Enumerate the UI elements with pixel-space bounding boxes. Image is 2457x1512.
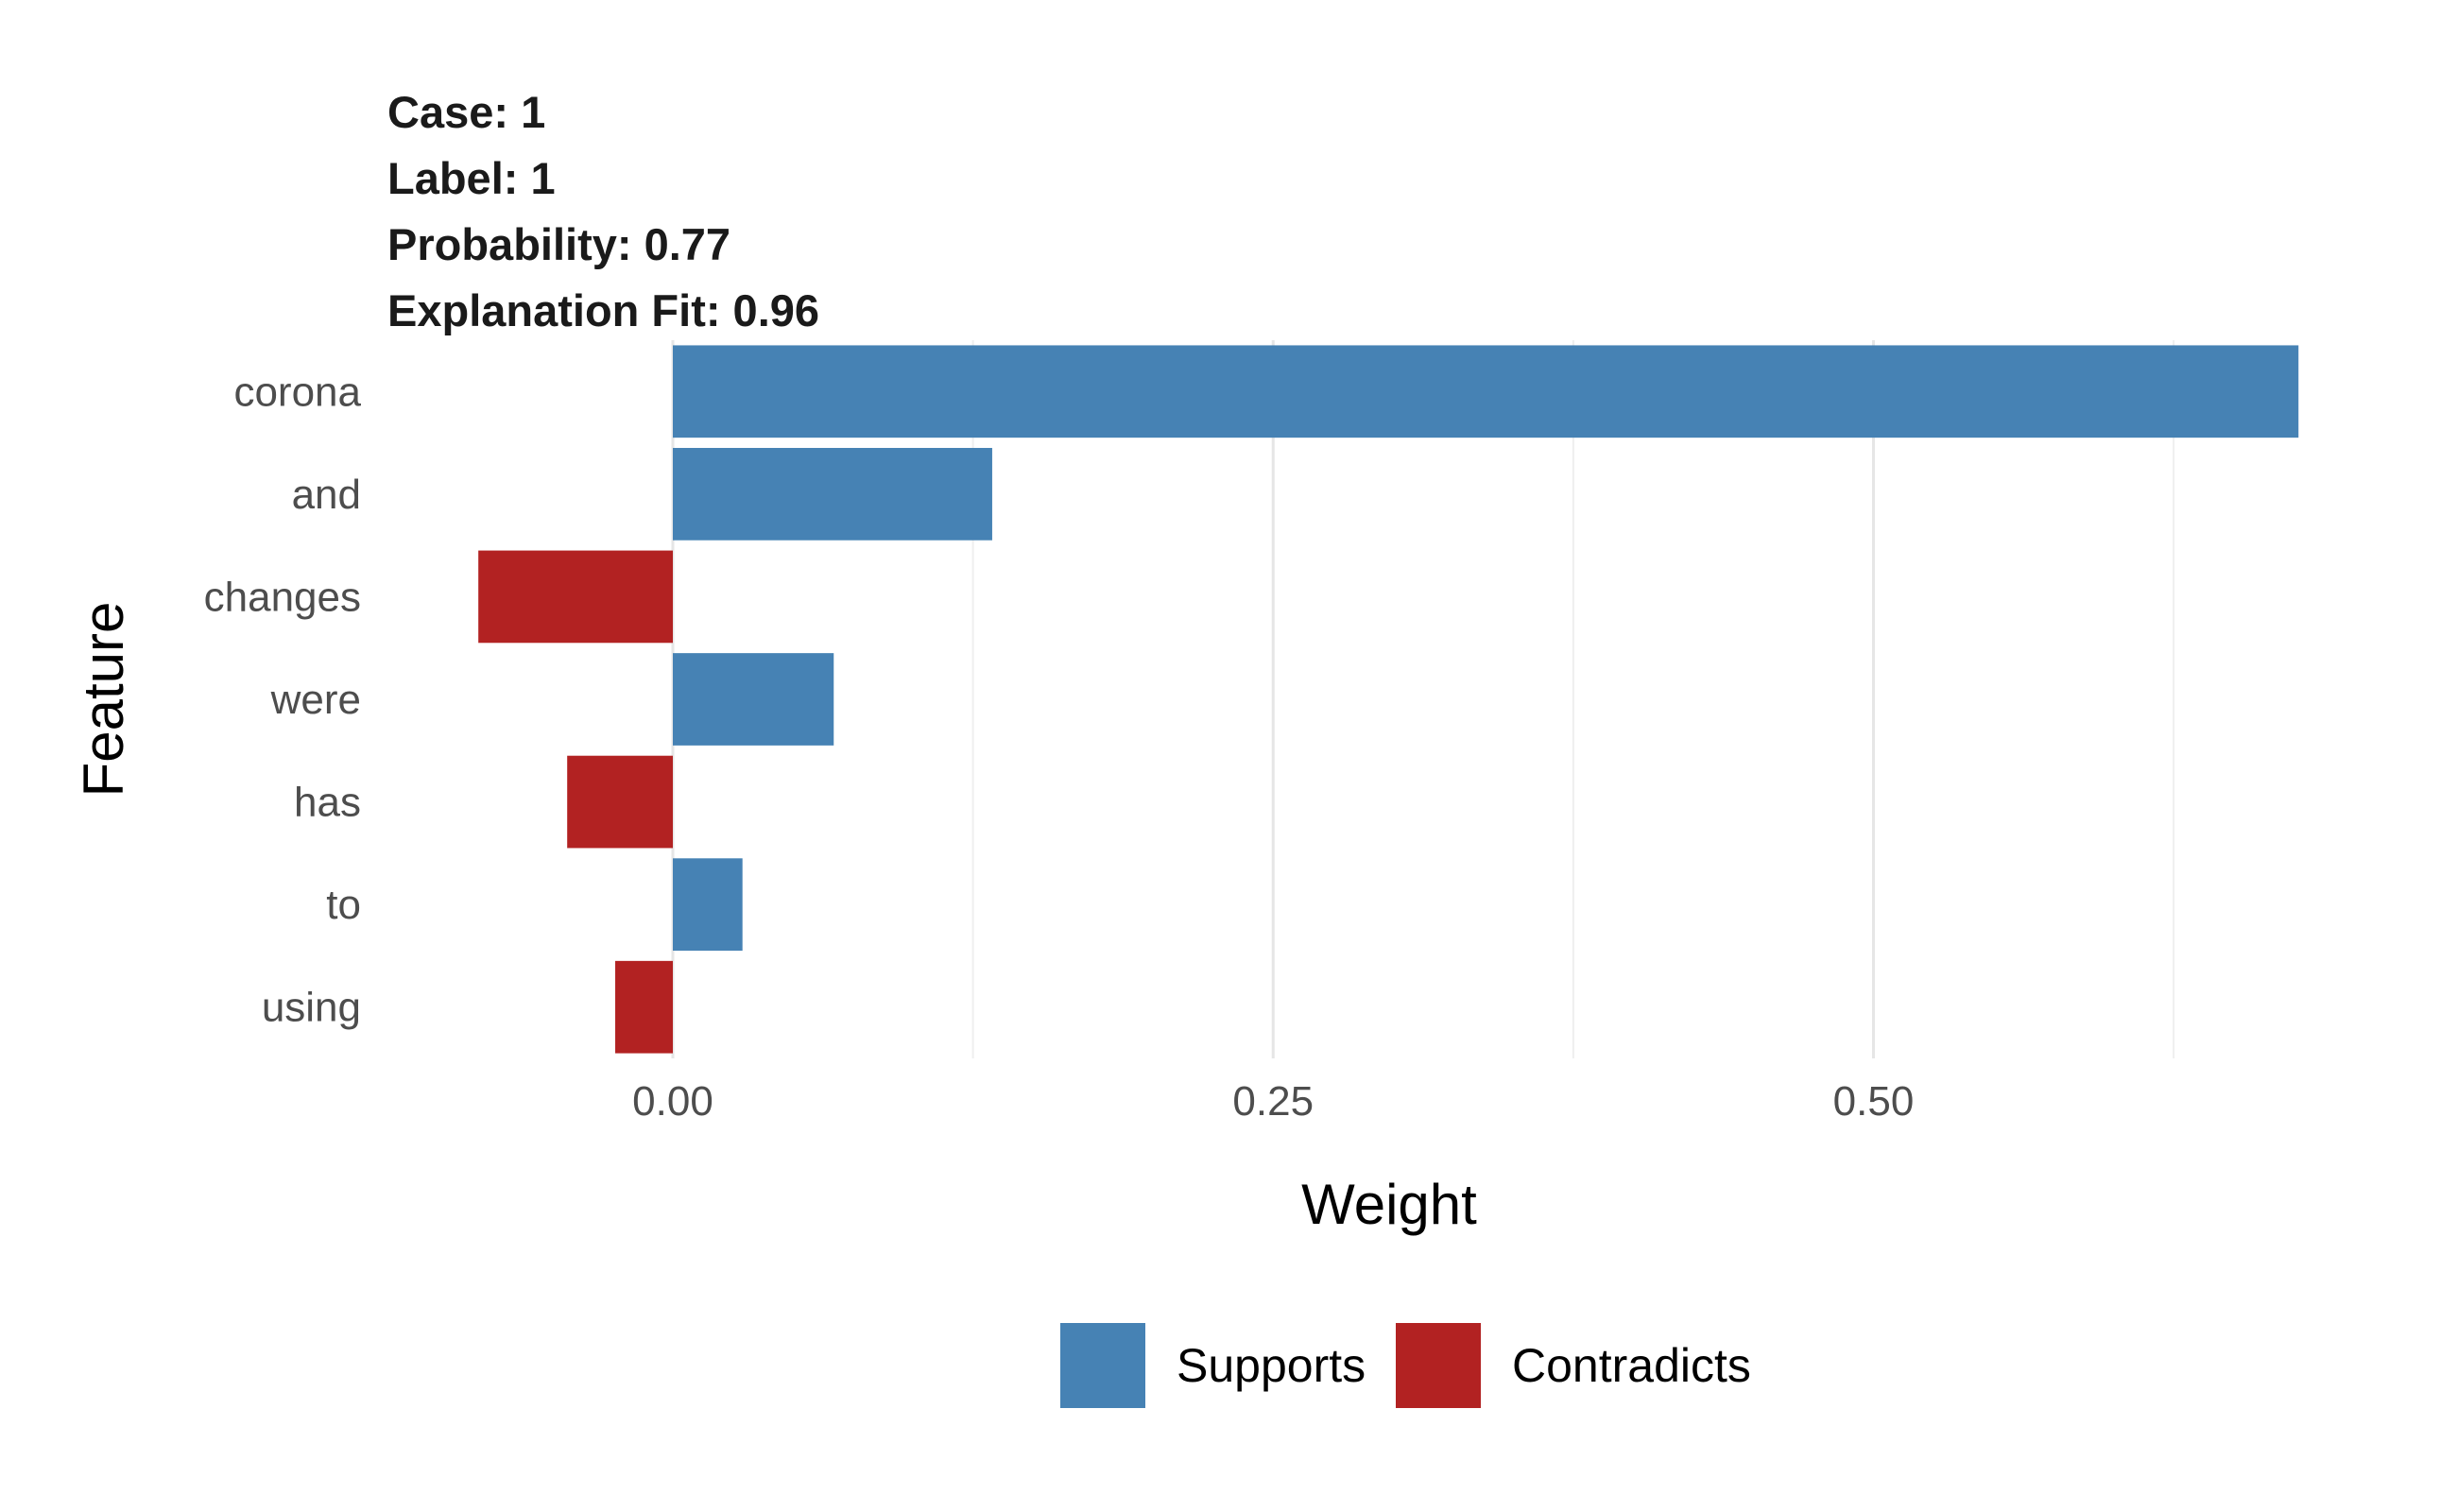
- bars: [478, 345, 2299, 1054]
- x-axis-title: Weight: [1301, 1173, 1477, 1236]
- legend-label-supports: Supports: [1177, 1339, 1366, 1392]
- bar-using: [615, 960, 673, 1054]
- legend: Supports Contradicts: [1060, 1323, 1751, 1408]
- y-tick-label-and: and: [292, 472, 361, 518]
- y-tick-label-changes: changes: [204, 574, 361, 620]
- x-tick-label-2: 0.50: [1833, 1078, 1915, 1125]
- y-axis-title: Feature: [72, 602, 135, 798]
- bar-and: [673, 448, 992, 541]
- y-tick-label-corona: corona: [233, 369, 361, 415]
- y-tick-label-has: has: [294, 780, 361, 826]
- y-tick-label-were: were: [270, 677, 361, 723]
- y-tick-labels: corona and changes were has to using: [204, 369, 362, 1030]
- legend-key-supports: [1060, 1323, 1145, 1408]
- bar-to: [673, 858, 743, 951]
- header-case: Case: 1: [387, 87, 545, 137]
- x-tick-label-0: 0.00: [632, 1078, 713, 1125]
- bar-corona: [673, 345, 2299, 438]
- bar-has: [567, 755, 673, 849]
- bar-were: [673, 653, 834, 746]
- y-tick-label-using: using: [262, 985, 361, 1031]
- legend-label-contradicts: Contradicts: [1512, 1339, 1751, 1392]
- chart-header: Case: 1 Label: 1 Probability: 0.77 Expla…: [387, 87, 819, 335]
- x-tick-labels: 0.00 0.25 0.50: [632, 1078, 1914, 1125]
- header-explanation-fit: Explanation Fit: 0.96: [387, 285, 819, 335]
- y-tick-label-to: to: [326, 882, 361, 928]
- header-label: Label: 1: [387, 153, 556, 203]
- x-tick-label-1: 0.25: [1232, 1078, 1314, 1125]
- bar-changes: [478, 550, 673, 644]
- legend-key-contradicts: [1396, 1323, 1481, 1408]
- header-probability: Probability: 0.77: [387, 219, 730, 269]
